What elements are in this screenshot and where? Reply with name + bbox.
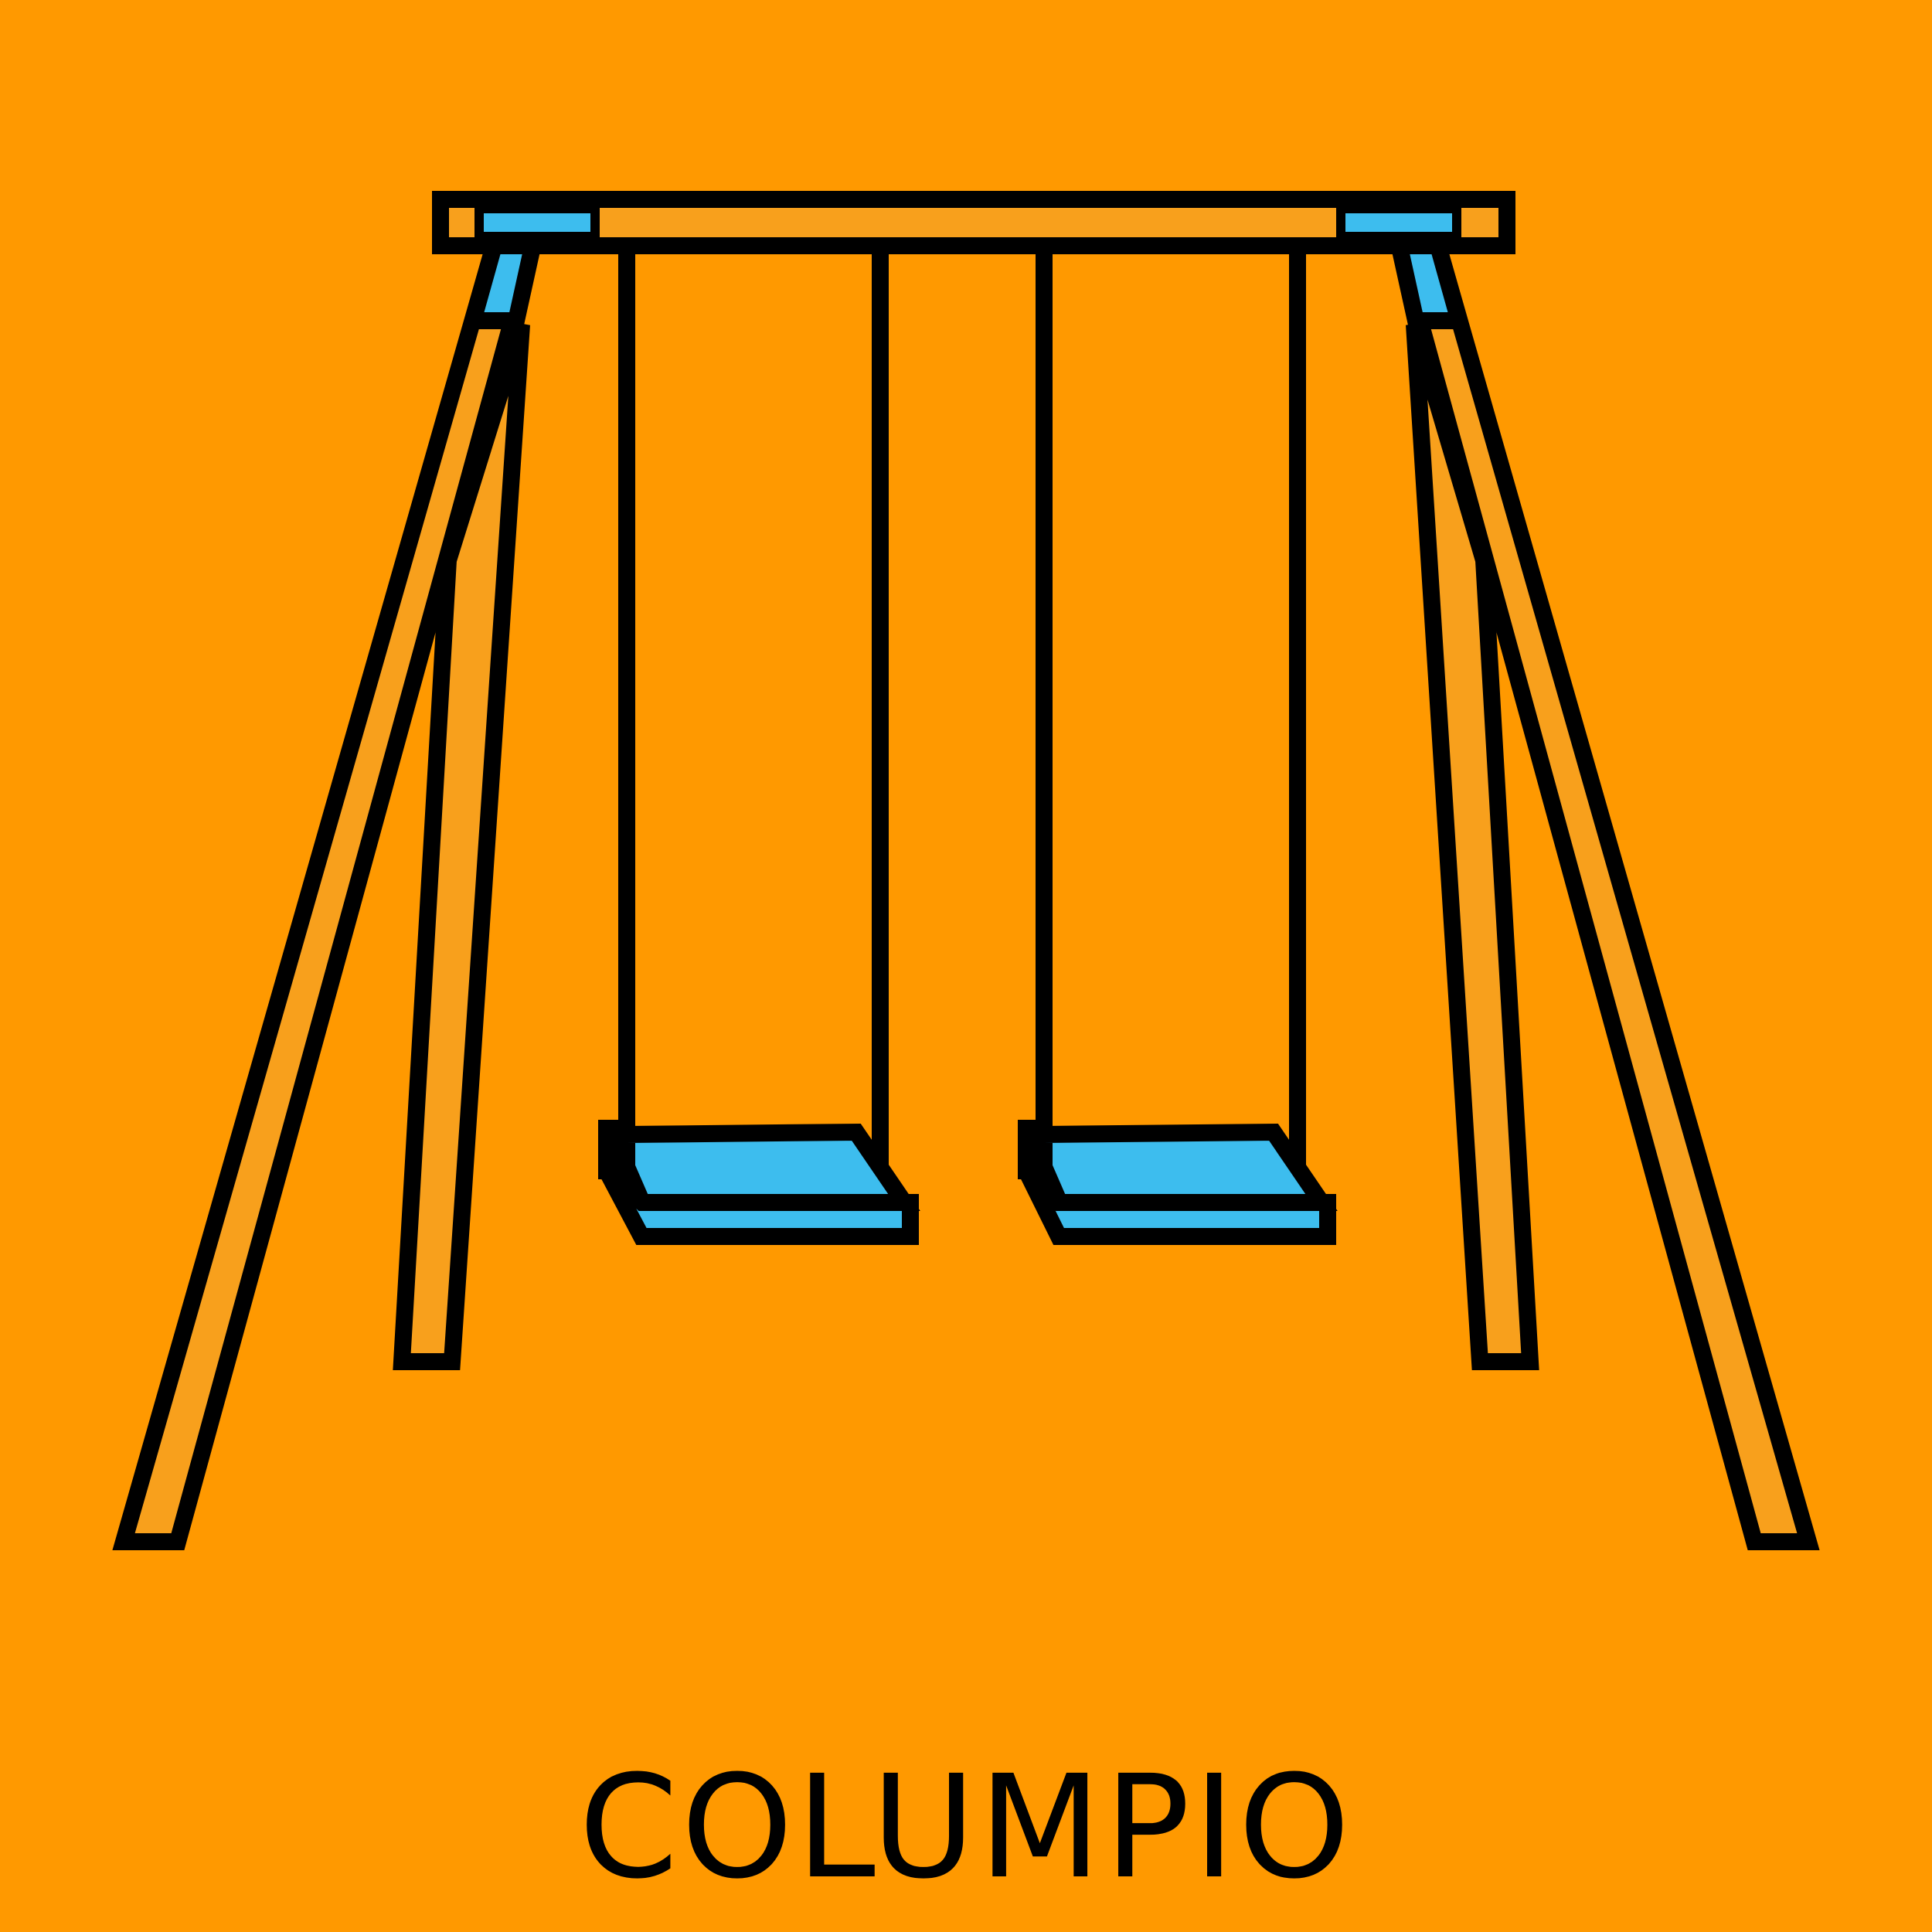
swing-seat-left [598,1120,920,1245]
front-left-leg-top [461,235,544,329]
top-beam [432,191,1515,254]
page-title: COLUMPIO [578,1745,1354,1910]
beam-cap-right [1336,204,1461,241]
swing-seat-right [1018,1120,1338,1245]
front-right-leg-top [1388,235,1471,329]
beam-cap-left [474,204,600,241]
